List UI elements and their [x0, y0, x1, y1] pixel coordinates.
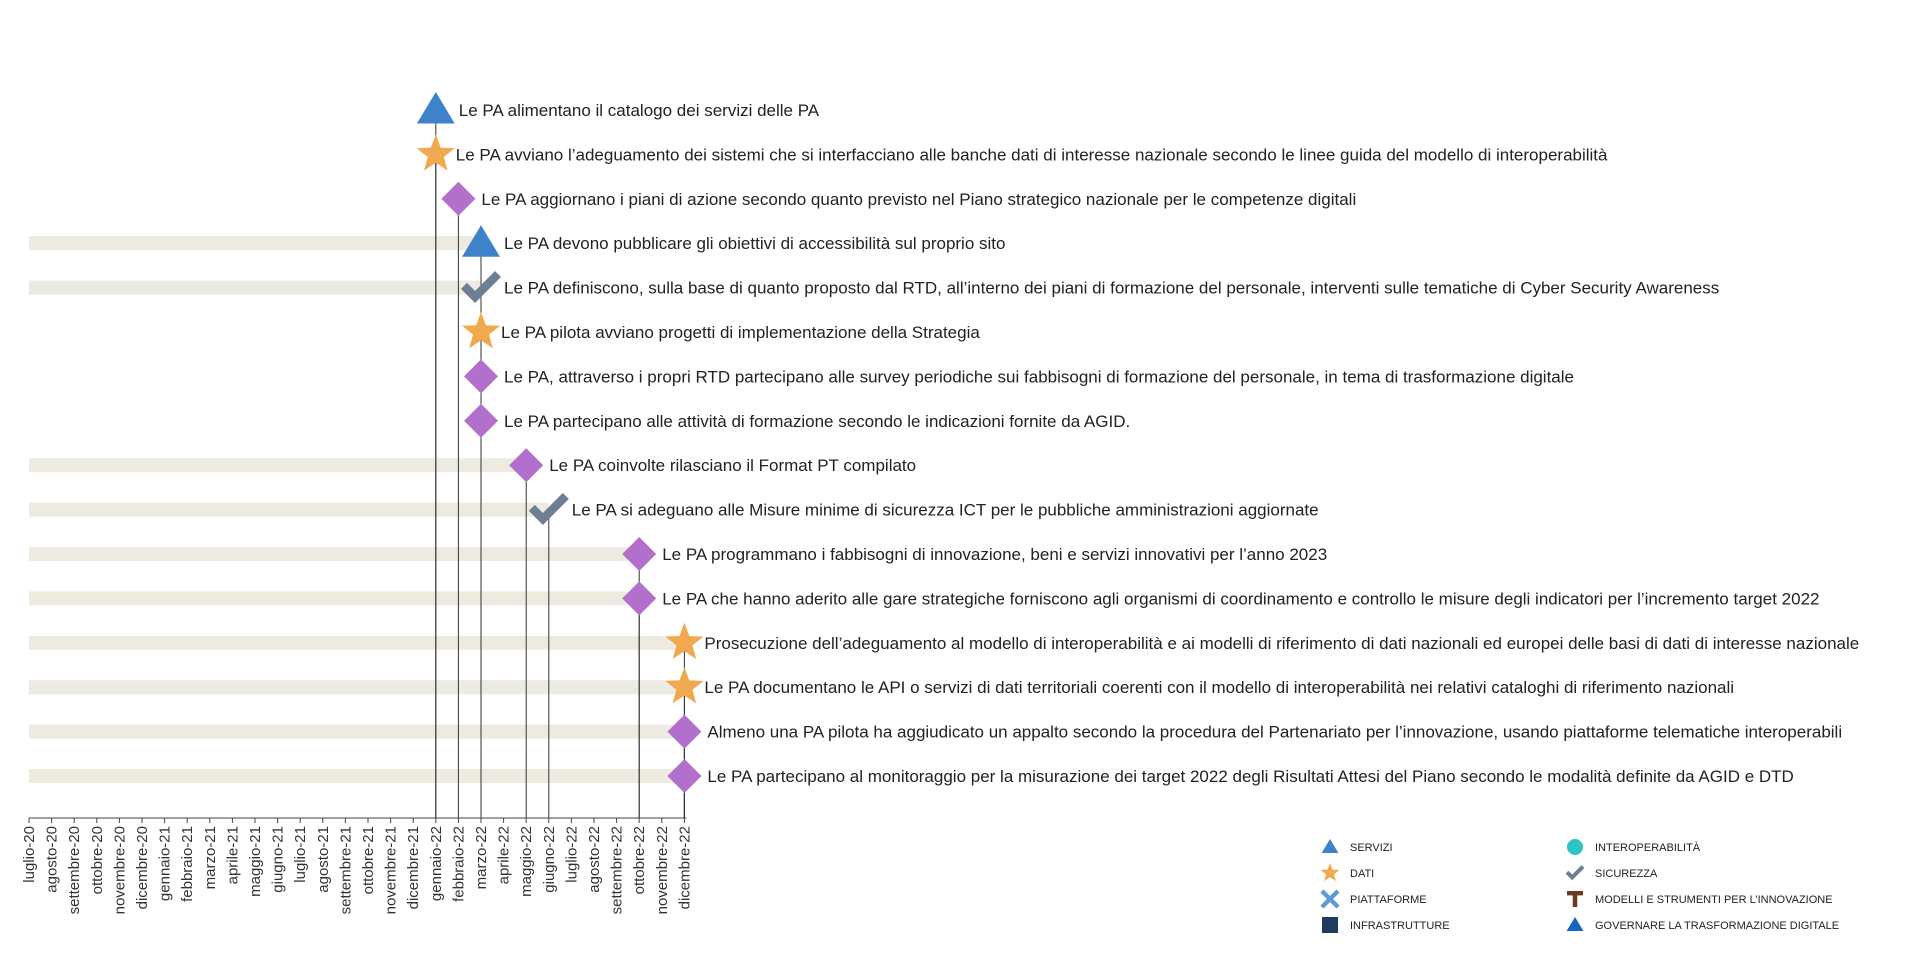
markers-layer: [416, 92, 704, 793]
milestone-label: Le PA definiscono, sulla base di quanto …: [504, 279, 1719, 298]
milestone-label: Le PA che hanno aderito alle gare strate…: [662, 589, 1819, 608]
competenze-marker: [509, 448, 544, 483]
x-tick-label: agosto-22: [586, 826, 603, 893]
x-tick-label: luglio-20: [21, 826, 38, 883]
milestone-label: Le PA aggiornano i piani di azione secon…: [481, 190, 1356, 209]
competenze-marker: [622, 537, 657, 571]
cross-arrows-icon: [1320, 889, 1340, 909]
x-tick-label: giugno-21: [270, 826, 287, 893]
milestone-label: Le PA alimentano il catalogo dei servizi…: [459, 101, 820, 120]
x-tick-label: settembre-22: [609, 826, 626, 914]
x-tick-label: dicembre-20: [134, 826, 151, 909]
servizi-marker: [462, 225, 500, 257]
competenze-marker: [667, 759, 702, 793]
milestone-label: Le PA programmano i fabbisogni di innova…: [662, 545, 1327, 564]
legend-label: MODELLI E STRUMENTI PER L’INNOVAZIONE: [1595, 894, 1833, 906]
x-tick-label: aprile-22: [496, 826, 513, 884]
x-tick-label: novembre-22: [654, 826, 671, 914]
x-tick-label: ottobre-21: [360, 826, 377, 894]
circle-icon: [1567, 839, 1583, 855]
competenze-marker: [464, 403, 498, 438]
x-tick-label: marzo-22: [473, 826, 490, 889]
x-tick-label: settembre-21: [337, 826, 354, 914]
dati-marker: [416, 134, 455, 171]
milestone-label: Le PA avviano l’adeguamento dei sistemi …: [456, 145, 1608, 164]
milestone-label: Almeno una PA pilota ha aggiudicato un a…: [707, 723, 1842, 742]
dati-marker: [665, 667, 704, 704]
x-tick-label: febbraio-22: [450, 826, 467, 902]
milestone-bar: [29, 769, 685, 783]
competenze-marker: [622, 581, 657, 616]
milestone-bar: [29, 591, 640, 606]
milestone-bar: [29, 236, 481, 251]
milestone-label: Le PA partecipano al monitoraggio per la…: [707, 767, 1793, 786]
x-tick-label: gennaio-21: [157, 826, 174, 901]
x-tick-label: maggio-22: [518, 826, 535, 897]
triangle-icon: [1321, 839, 1339, 853]
legend-label: INFRASTRUTTURE: [1350, 920, 1450, 932]
bars-layer: [29, 236, 685, 783]
triangle-icon: [1566, 917, 1584, 931]
competenze-marker: [441, 181, 476, 216]
milestone-bar: [29, 458, 527, 473]
dati-marker: [462, 312, 500, 349]
x-tick-label: giugno-22: [541, 826, 558, 893]
milestone-label: Le PA pilota avviano progetti di impleme…: [501, 323, 980, 342]
x-tick-label: novembre-20: [111, 826, 128, 914]
milestone-bar: [29, 547, 640, 561]
x-tick-label: novembre-21: [383, 826, 400, 914]
milestone-labels-layer: Le PA alimentano il catalogo dei servizi…: [456, 101, 1859, 786]
milestone-bar: [29, 724, 685, 739]
milestone-bar: [29, 280, 481, 295]
x-tick-label: agosto-20: [44, 826, 61, 893]
dati-marker: [665, 622, 704, 659]
milestone-bar: [29, 680, 685, 695]
servizi-marker: [416, 92, 455, 124]
milestone-label: Le PA si adeguano alle Misure minime di …: [572, 501, 1319, 520]
x-tick-label: settembre-20: [66, 826, 83, 914]
x-tick-label: gennaio-22: [428, 826, 445, 901]
sicurezza-marker: [528, 492, 569, 525]
x-tick-label: ottobre-20: [89, 826, 106, 894]
star-icon: [1320, 863, 1340, 882]
milestone-label: Le PA coinvolte rilasciano il Format PT …: [549, 456, 916, 475]
legend-label: INTEROPERABILITÀ: [1595, 841, 1701, 854]
x-tick-label: ottobre-22: [631, 826, 648, 894]
competenze-marker: [464, 359, 498, 394]
milestone-label: Le PA documentano le API o servizi di da…: [704, 678, 1734, 697]
milestone-label: Le PA devono pubblicare gli obiettivi di…: [504, 234, 1005, 253]
t-bar-icon: [1567, 891, 1583, 907]
legend-label: SICUREZZA: [1595, 868, 1658, 880]
legend-label: PIATTAFORME: [1350, 894, 1427, 906]
legend-label: DATI: [1350, 868, 1374, 880]
square-icon: [1322, 917, 1338, 933]
milestone-label: Le PA, attraverso i propri RTD partecipa…: [504, 367, 1574, 386]
x-tick-label: febbraio-21: [179, 826, 196, 902]
milestone-label: Prosecuzione dell’adeguamento al modello…: [704, 634, 1859, 653]
x-tick-label: agosto-21: [315, 826, 332, 893]
legend-label: GOVERNARE LA TRASFORMAZIONE DIGITALE: [1595, 920, 1839, 932]
x-tick-label: aprile-21: [224, 826, 241, 884]
sicurezza-marker: [460, 270, 502, 303]
milestone-bar: [29, 635, 685, 650]
milestone-bar: [29, 502, 549, 517]
legend: SERVIZI DATI PIATTAFORME INFRASTRUTTURE INTE…: [1320, 839, 1839, 933]
x-tick-label: dicembre-21: [405, 826, 422, 909]
check-icon: [1565, 865, 1585, 881]
legend-label: SERVIZI: [1350, 842, 1393, 854]
milestone-label: Le PA partecipano alle attività di forma…: [504, 412, 1130, 431]
x-tick-label: maggio-21: [247, 826, 264, 897]
x-tick-label: luglio-22: [563, 826, 580, 883]
x-tick-labels: luglio-20 agosto-20 settembre-20 ottobre-20…: [21, 818, 693, 914]
x-tick-label: dicembre-22: [676, 826, 693, 909]
x-tick-label: marzo-21: [202, 826, 219, 889]
x-tick-label: luglio-21: [292, 826, 309, 883]
competenze-marker: [667, 714, 702, 749]
